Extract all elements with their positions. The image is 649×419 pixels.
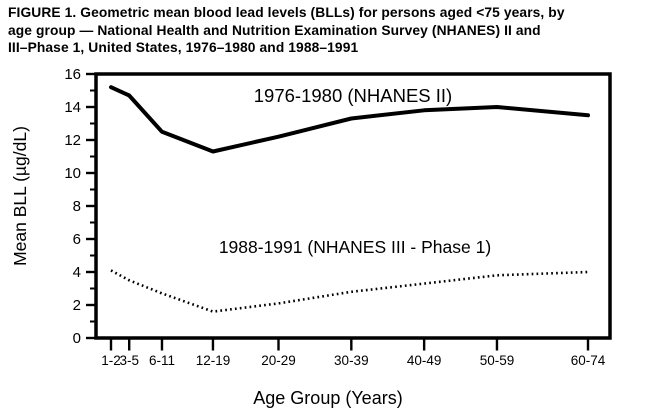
x-tick-label: 40-49 <box>407 353 442 368</box>
x-tick-label: 20-29 <box>261 353 296 368</box>
series-label-nhanes-ii: 1976-1980 (NHANES II) <box>254 85 452 106</box>
y-tick-label: 8 <box>73 198 81 215</box>
y-tick-label: 0 <box>73 330 81 347</box>
x-tick-label: 1-2 <box>101 353 121 368</box>
y-axis-title: Mean BLL (µg/dL) <box>10 126 30 266</box>
y-tick-label: 16 <box>64 66 81 83</box>
series-label-nhanes-iii: 1988-1991 (NHANES III - Phase 1) <box>219 237 491 257</box>
x-tick-label: 3-5 <box>119 353 139 368</box>
series-line-nhanes-ii <box>109 85 590 154</box>
figure-title-line-3: III–Phase 1, United States, 1976–1980 an… <box>8 40 359 56</box>
figure-title-line-1: FIGURE 1. Geometric mean blood lead leve… <box>8 5 565 20</box>
plot-area: 0 2 4 6 8 10 12 14 16 1-23-5 6-11 12-19 20-29 30-39 40… <box>64 66 612 368</box>
figure-title: FIGURE 1. Geometric mean blood lead leve… <box>8 4 644 57</box>
x-tick-label: 50-59 <box>480 353 515 368</box>
y-tick-label: 4 <box>73 264 81 281</box>
y-tick-label: 6 <box>73 231 81 248</box>
y-tick-label: 12 <box>64 132 81 149</box>
y-tick-label: 10 <box>64 165 81 182</box>
x-tick-label: 6-11 <box>149 353 175 368</box>
x-axis-title: Age Group (Years) <box>253 388 402 408</box>
x-tick-label: 30-39 <box>334 353 369 368</box>
x-tick-label: 60-74 <box>571 353 606 368</box>
series-line-nhanes-iii <box>110 269 589 313</box>
x-tick-label: 12-19 <box>196 353 231 368</box>
axis-frame <box>94 72 612 340</box>
figure-title-line-2: age group — National Health and Nutritio… <box>8 22 541 38</box>
y-tick-label: 2 <box>73 297 81 314</box>
y-tick-label: 14 <box>64 99 81 116</box>
